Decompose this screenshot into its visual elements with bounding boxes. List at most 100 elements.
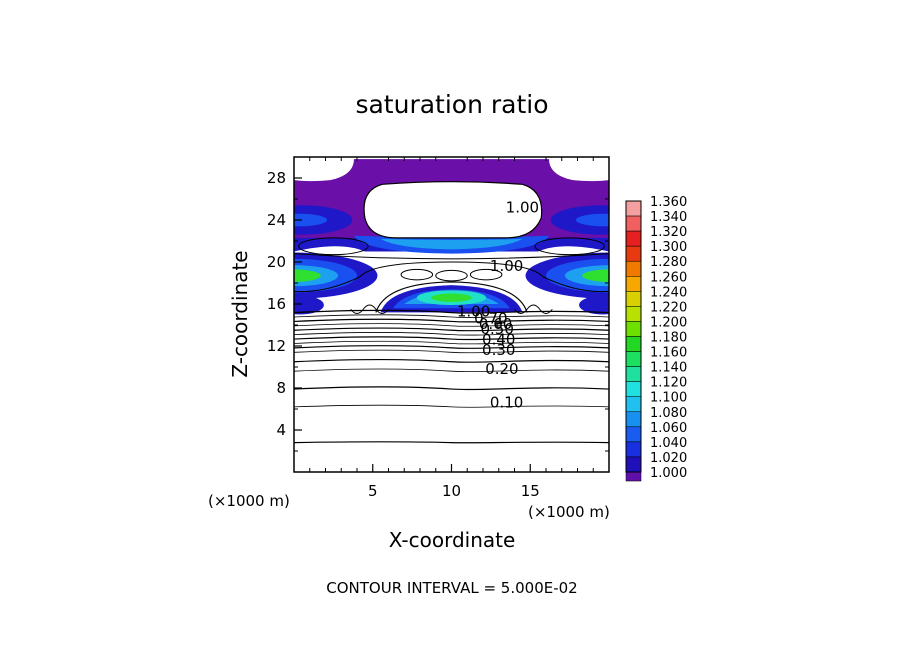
contour-interval-text: CONTOUR INTERVAL = 5.000E-02 xyxy=(326,579,577,597)
colorbar-swatch xyxy=(625,215,642,232)
colorbar-label: 1.040 xyxy=(650,436,687,451)
x-unit-left: (×1000 m) xyxy=(208,492,290,510)
y-tick-label: 24 xyxy=(267,211,286,229)
colorbar-swatch xyxy=(625,230,642,247)
contour-lines xyxy=(294,181,609,444)
lobe-left-16 xyxy=(294,295,324,315)
y-tick-label: 28 xyxy=(267,169,286,187)
y-tick-label: 4 xyxy=(276,421,286,439)
colorbar-label: 1.320 xyxy=(650,225,687,240)
hole-right xyxy=(549,157,609,182)
y-axis-title: Z-coordinate xyxy=(228,250,252,377)
colorbar-swatch xyxy=(625,366,642,382)
contour-label: 1.00 xyxy=(506,198,539,216)
contour-line xyxy=(294,336,609,341)
colorbar-label: 1.180 xyxy=(650,331,687,346)
colorbar-label: 1.120 xyxy=(650,376,687,391)
contour-labels: 1.001.001.000.700.600.500.400.300.200.10 xyxy=(457,198,539,411)
x-tick-label: 15 xyxy=(521,482,540,500)
lobe-left-24-core xyxy=(294,213,328,227)
colorbar-swatch xyxy=(625,200,642,217)
contour-line xyxy=(294,441,609,444)
y-tick-label: 12 xyxy=(267,337,286,355)
colorbar-swatch xyxy=(625,276,642,292)
colorbar-swatch xyxy=(625,336,642,352)
contour-center-lobe xyxy=(375,281,528,313)
lobe-left-19-core xyxy=(294,269,321,282)
top-strip xyxy=(294,157,609,160)
y-tick-label: 20 xyxy=(267,253,286,271)
x-tick-label: 10 xyxy=(442,482,461,500)
contour-line xyxy=(294,314,609,318)
hole-center xyxy=(364,181,542,238)
colorbar-label: 1.000 xyxy=(650,466,687,481)
colorbar-label: 1.200 xyxy=(650,315,687,330)
contour-loop xyxy=(469,268,503,281)
colorbar-label: 1.060 xyxy=(650,421,687,436)
x-axis-ticks: 5 10 15 xyxy=(309,157,594,500)
contour-line xyxy=(294,309,609,314)
colorbar-swatch xyxy=(625,291,642,307)
lobe-center-green xyxy=(431,293,472,302)
contour-label: 1.00 xyxy=(490,257,523,275)
colorbar-label: 1.160 xyxy=(650,346,687,361)
colorbar-swatch xyxy=(625,456,642,473)
contour-line xyxy=(294,404,609,408)
colorbar-label: 1.360 xyxy=(650,195,687,210)
colorbar-label: 1.340 xyxy=(650,210,687,225)
contour-mid-band xyxy=(294,261,609,293)
lobe-right-19-core xyxy=(582,269,609,282)
band-light-cap xyxy=(380,238,523,250)
contour-label: 0.30 xyxy=(482,341,515,359)
colorbar-label: 1.300 xyxy=(650,240,687,255)
contour-hole xyxy=(363,181,543,239)
contour-line xyxy=(294,340,609,345)
colorbar-swatch xyxy=(625,260,642,277)
colorbar-label: 1.240 xyxy=(650,285,687,300)
colorbar-swatch xyxy=(625,306,642,322)
colorbar-swatch xyxy=(625,426,642,443)
contour-wiggle xyxy=(514,304,553,314)
colorbar-swatch xyxy=(625,441,642,458)
contour-loop xyxy=(435,269,468,282)
colorbar-frame xyxy=(625,200,642,473)
contour-label: 0.70 xyxy=(474,310,507,328)
contour-label: 0.10 xyxy=(490,394,523,412)
colorbar-swatch xyxy=(625,245,642,262)
colorbar-swatch xyxy=(625,396,642,413)
contour-label: 0.50 xyxy=(480,320,513,338)
contour-line xyxy=(294,358,609,363)
contour-loop xyxy=(400,268,434,281)
colorbar-swatch xyxy=(625,411,642,428)
contour-label: 0.40 xyxy=(482,331,515,349)
contour-wiggle xyxy=(350,304,389,314)
contour-loop-upper xyxy=(298,237,369,256)
colorbar-swatch xyxy=(625,321,642,337)
colorbar-swatch xyxy=(625,351,642,367)
y-axis-ticks: 4 8 12 16 20 24 28 xyxy=(267,169,609,452)
contour-line xyxy=(294,323,609,327)
x-tick-label: 5 xyxy=(368,482,378,500)
contour-line xyxy=(294,345,609,349)
contour-line xyxy=(294,368,609,373)
saturation-field xyxy=(294,157,609,315)
colorbar-label: 1.280 xyxy=(650,255,687,270)
contour-label: 0.20 xyxy=(485,360,518,378)
lobe-right-24-core xyxy=(575,213,609,227)
x-unit-right: (×1000 m) xyxy=(528,503,610,521)
contour-line xyxy=(294,327,609,332)
y-tick-label: 16 xyxy=(267,295,286,313)
contour-line xyxy=(294,332,609,336)
x-axis-title: X-coordinate xyxy=(389,528,516,552)
y-tick-label: 8 xyxy=(276,379,286,397)
contour-upper-mid xyxy=(294,253,609,260)
contour-loop-upper xyxy=(534,237,605,256)
colorbar-swatch xyxy=(625,381,642,397)
colorbar-label: 1.100 xyxy=(650,391,687,406)
plot-area xyxy=(294,157,609,472)
contour-line xyxy=(294,386,609,391)
chart-title: saturation ratio xyxy=(355,90,548,119)
contour-line xyxy=(294,349,609,354)
contour-label: 1.00 xyxy=(457,302,490,320)
